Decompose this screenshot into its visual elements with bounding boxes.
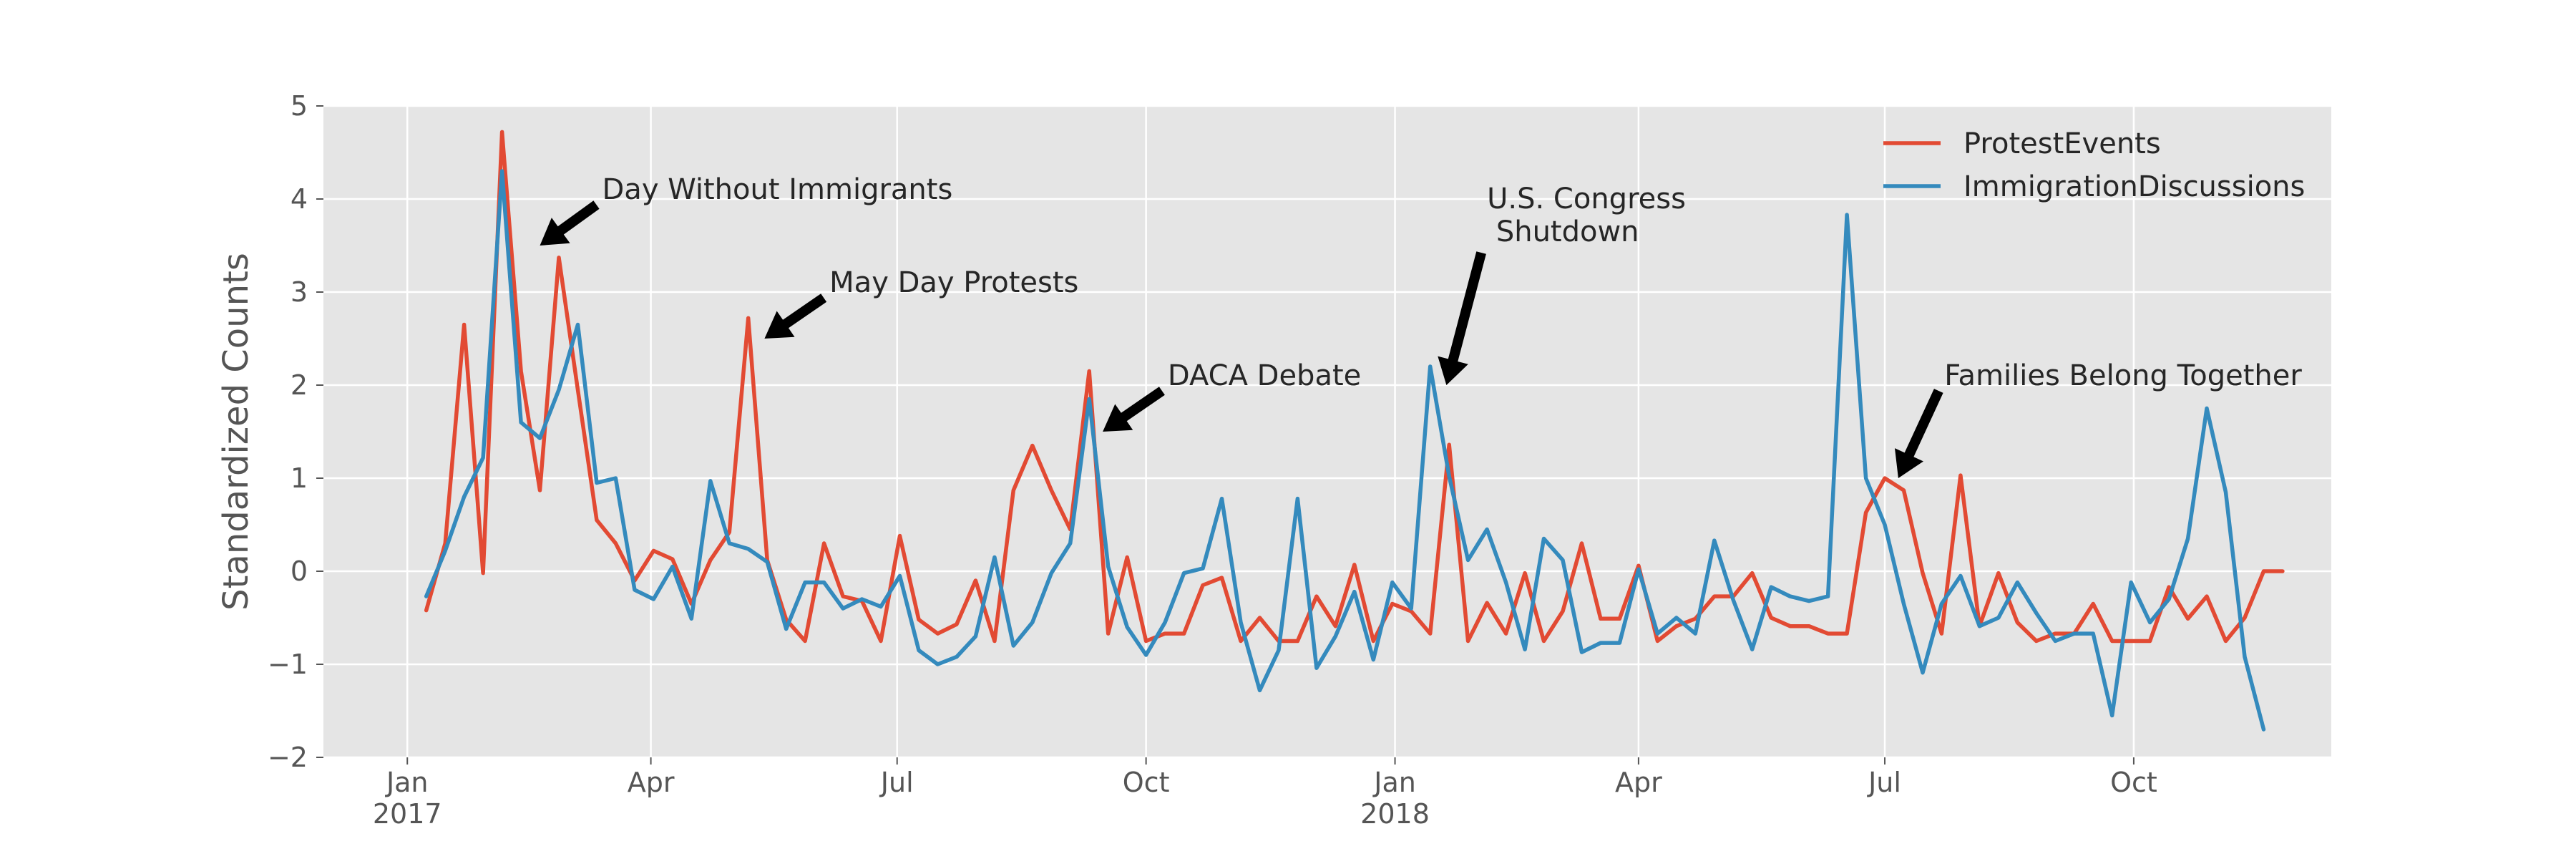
annotation-text: May Day Protests (829, 266, 1078, 299)
series (424, 130, 2285, 732)
annotation-text: Families Belong Together (1944, 359, 2302, 392)
legend-label: ImmigrationDiscussions (1963, 170, 2305, 203)
x-tick-year-label: 2018 (1360, 798, 1430, 830)
y-tick-label: 3 (291, 276, 308, 308)
x-tick-label: Jan (1372, 767, 1416, 798)
series-line-ProtestEvents (424, 130, 2285, 644)
annotation-arrow (764, 293, 827, 339)
y-axis-ticks: −2 −1 0 1 2 3 4 5 (268, 90, 323, 773)
legend-label: ProtestEvents (1963, 127, 2161, 160)
y-tick-label: 4 (291, 183, 308, 215)
annotation-0: Day Without Immigrants (540, 173, 953, 246)
x-tick-label: Apr (1615, 767, 1662, 798)
annotation-arrow (540, 200, 600, 246)
y-tick-label: −2 (268, 742, 308, 773)
annotation-arrow (1895, 389, 1943, 478)
annotation-text: U.S. Congress Shutdown (1487, 183, 1686, 248)
annotation-2: DACA Debate (1103, 359, 1361, 432)
x-tick-label: Oct (2110, 767, 2157, 798)
x-tick-label: Apr (628, 767, 675, 798)
y-tick-label: 1 (291, 462, 308, 494)
annotations: Day Without Immigrants May Day Protests DA… (540, 173, 2302, 478)
grid (323, 105, 2331, 759)
y-tick-label: 0 (291, 555, 308, 587)
y-axis-label: Standardized Counts (216, 253, 256, 611)
annotation-text: Day Without Immigrants (602, 173, 953, 206)
x-tick-label: Jan (385, 767, 429, 798)
x-tick-year-label: 2017 (373, 798, 442, 830)
annotation-text: DACA Debate (1168, 359, 1361, 392)
annotation-3: U.S. Congress Shutdown (1438, 183, 1686, 385)
x-tick-label: Jul (879, 767, 914, 798)
y-tick-label: −1 (268, 649, 308, 680)
annotation-4: Families Belong Together (1895, 359, 2302, 478)
x-tick-label: Oct (1123, 767, 1170, 798)
series-line-ImmigrationDiscussions (424, 169, 2266, 732)
y-tick-label: 2 (291, 369, 308, 401)
legend: ProtestEvents ImmigrationDiscussions (1883, 127, 2305, 203)
annotation-arrow (1103, 387, 1165, 432)
annotation-1: May Day Protests (764, 266, 1078, 339)
annotation-arrow (1438, 251, 1486, 385)
y-tick-label: 5 (291, 90, 308, 122)
x-tick-label: Jul (1867, 767, 1901, 798)
